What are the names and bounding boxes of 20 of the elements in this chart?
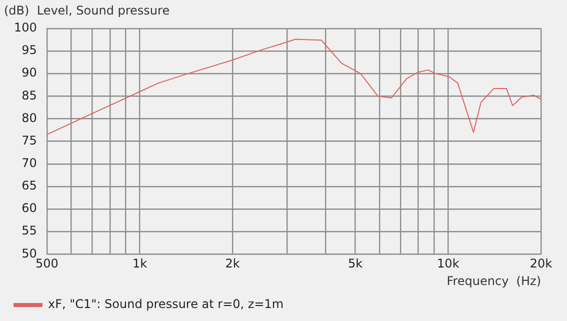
y-tick-label: 95 (22, 43, 37, 58)
x-tick-label: 10k (437, 256, 460, 271)
y-tick-label: 55 (22, 224, 37, 238)
x-tick-label: 500 (35, 256, 58, 271)
chart-title: (dB) Level, Sound pressure (4, 3, 170, 18)
y-tick-label: 90 (22, 66, 37, 80)
y-tick-label: 65 (22, 178, 37, 193)
x-tick-label: 20k (530, 256, 552, 271)
legend-label: xF, "C1": Sound pressure at r=0, z=1m (48, 297, 284, 312)
y-tick-label: 85 (22, 88, 37, 102)
x-tick-label: 1k (132, 256, 148, 271)
y-tick-label: 70 (22, 156, 37, 170)
x-axis-title: Frequency (Hz) (446, 274, 541, 288)
y-tick-label: 100 (14, 20, 37, 35)
y-tick-label: 75 (22, 133, 37, 148)
y-tick-label: 60 (22, 201, 37, 216)
y-tick-label: 80 (22, 110, 37, 125)
x-tick-label: 2k (225, 256, 240, 271)
y-tick-label: 50 (22, 246, 37, 260)
x-tick-label: 5k (348, 256, 363, 271)
